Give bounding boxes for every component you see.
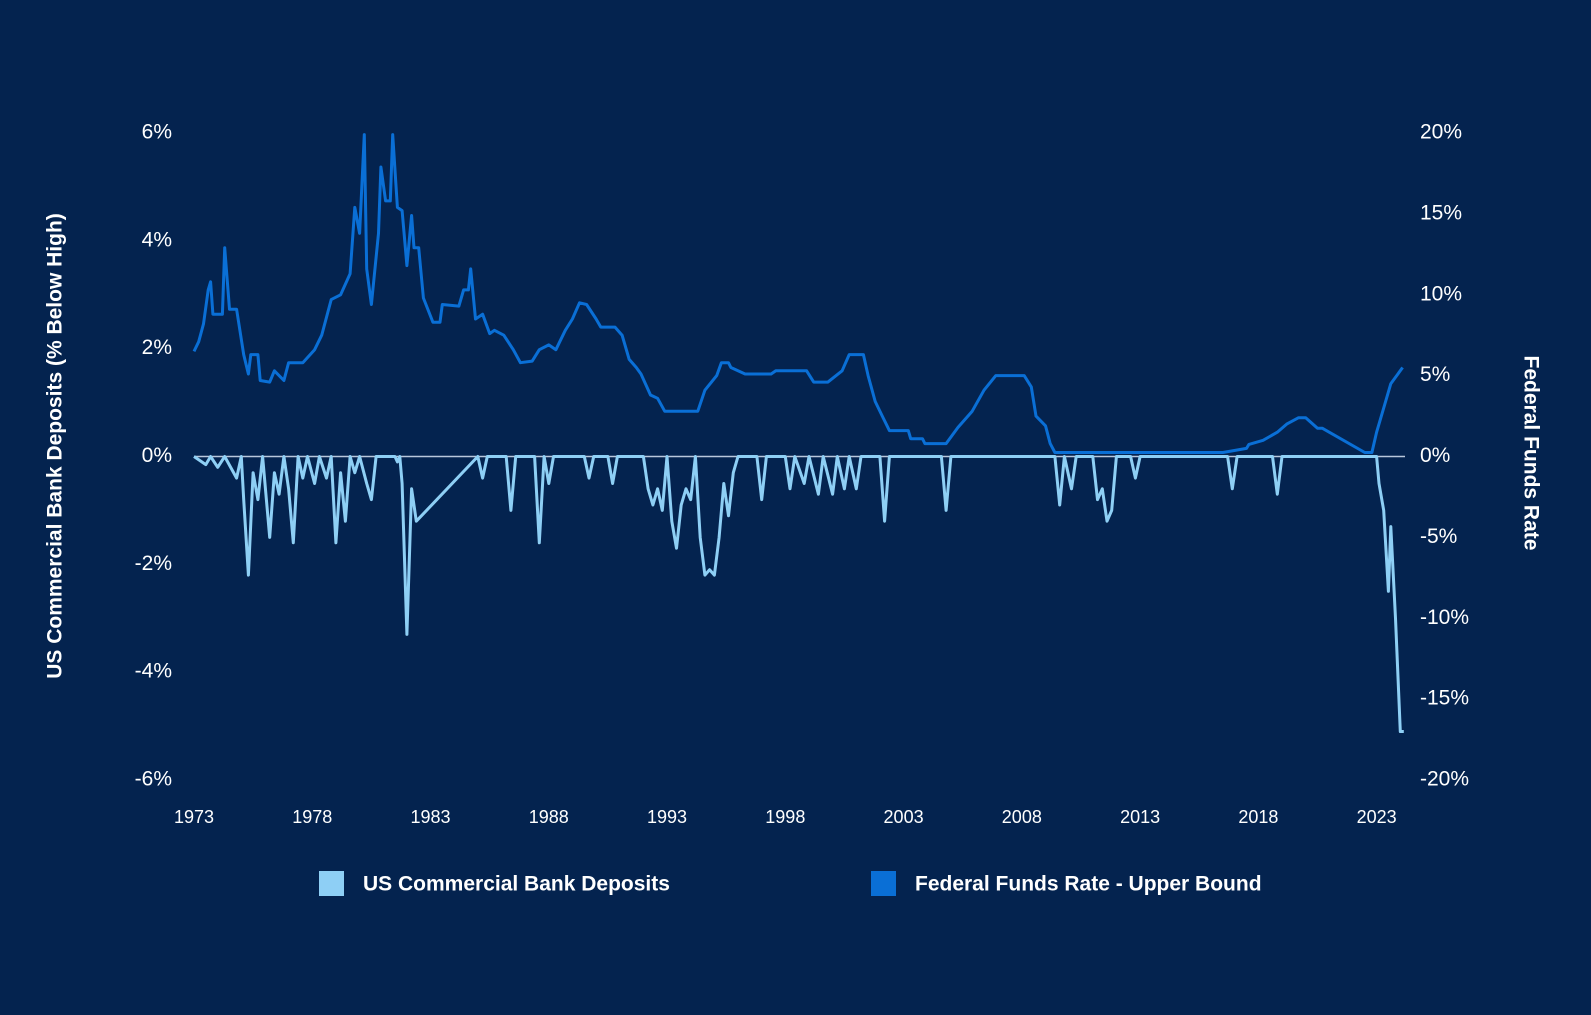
- y2-tick-label: 20%: [1420, 121, 1462, 144]
- y-tick-label: 2%: [142, 336, 172, 359]
- y2-tick-label: 15%: [1420, 201, 1462, 224]
- y-tick-label: 6%: [142, 121, 172, 144]
- y-tick-label: 4%: [142, 228, 172, 251]
- y2-tick-label: -5%: [1420, 525, 1457, 548]
- x-tick-label: 2013: [1120, 807, 1160, 827]
- x-tick-label: 2018: [1238, 807, 1278, 827]
- x-tick-label: 1988: [529, 807, 569, 827]
- x-tick-label: 1998: [765, 807, 805, 827]
- y-tick-label: -6%: [135, 768, 172, 791]
- y-tick-label: -4%: [135, 660, 172, 683]
- x-tick-label: 1993: [647, 807, 687, 827]
- y-tick-label: 0%: [142, 444, 172, 467]
- y2-tick-label: 5%: [1420, 363, 1450, 386]
- y2-axis-title: Federal Funds Rate: [1519, 356, 1542, 551]
- line-series: [193, 455, 1404, 733]
- y2-tick-label: -10%: [1420, 606, 1469, 629]
- legend-label: US Commercial Bank Deposits: [363, 873, 670, 896]
- x-tick-label: 2003: [884, 807, 924, 827]
- x-tick-label: 1978: [292, 807, 332, 827]
- line-series: [192, 133, 1404, 454]
- x-tick-label: 1983: [411, 807, 451, 827]
- y2-tick-label: -20%: [1420, 768, 1469, 791]
- x-tick-label: 2008: [1002, 807, 1042, 827]
- legend-label: Federal Funds Rate - Upper Bound: [915, 873, 1262, 896]
- y-tick-label: -2%: [135, 552, 172, 575]
- y2-tick-label: -15%: [1420, 687, 1469, 710]
- x-tick-label: 2023: [1357, 807, 1397, 827]
- y2-tick-label: 0%: [1420, 444, 1450, 467]
- y-axis-title: US Commercial Bank Deposits (% Below Hig…: [44, 213, 67, 679]
- legend-swatch: [319, 871, 344, 896]
- x-tick-label: 1973: [174, 807, 214, 827]
- y2-tick-label: 10%: [1420, 282, 1462, 305]
- legend-swatch: [871, 871, 896, 896]
